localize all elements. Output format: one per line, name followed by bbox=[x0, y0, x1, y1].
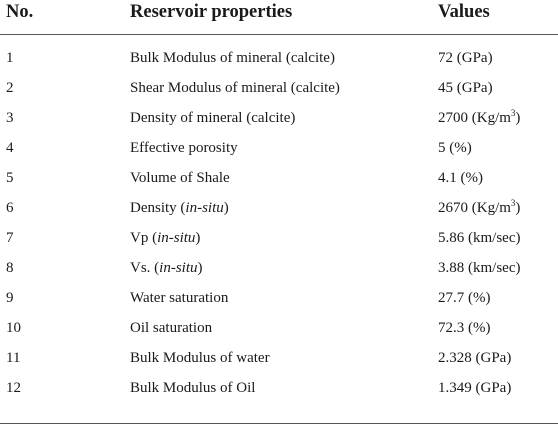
table-row: 10 Oil saturation 72.3 (%) bbox=[0, 313, 558, 343]
reservoir-properties-table: No. Reservoir properties Values 1 Bulk Mo… bbox=[0, 0, 558, 403]
row-number: 11 bbox=[6, 350, 21, 366]
row-value-text: 1.349 (GPa) bbox=[438, 380, 512, 396]
row-number: 9 bbox=[6, 290, 14, 306]
row-property-text: Volume of Shale bbox=[130, 170, 230, 186]
row-property-italic: in-situ bbox=[159, 260, 198, 276]
row-property-text: Bulk Modulus of mineral (calcite) bbox=[130, 50, 335, 66]
table-row: 11 Bulk Modulus of water 2.328 (GPa) bbox=[0, 343, 558, 373]
row-property: Volume of Shale bbox=[130, 163, 230, 193]
row-property-text: Effective porosity bbox=[130, 140, 238, 156]
row-value: 5 (%) bbox=[438, 133, 472, 163]
row-value: 3.88 (km/sec) bbox=[438, 253, 520, 283]
row-property: Density (in-situ) bbox=[130, 193, 229, 223]
row-property: Oil saturation bbox=[130, 313, 212, 343]
row-property: Shear Modulus of mineral (calcite) bbox=[130, 73, 340, 103]
row-value: 2700 (Kg/m3) bbox=[438, 103, 520, 133]
row-value: 27.7 (%) bbox=[438, 283, 491, 313]
header-reservoir-properties: Reservoir properties bbox=[130, 2, 293, 22]
row-property: Effective porosity bbox=[130, 133, 238, 163]
row-value-superscript: 3 bbox=[510, 108, 516, 118]
row-number: 8 bbox=[6, 260, 14, 276]
row-number: 1 bbox=[6, 50, 14, 66]
header-no: No. bbox=[6, 2, 34, 22]
row-property-text: Oil saturation bbox=[130, 320, 213, 336]
row-value-text: 5.86 (km/sec) bbox=[438, 230, 521, 246]
header-divider bbox=[0, 34, 558, 35]
row-value-suffix: ) bbox=[515, 110, 521, 126]
table-row: 4 Effective porosity 5 (%) bbox=[0, 133, 558, 163]
table-row: 5 Volume of Shale 4.1 (%) bbox=[0, 163, 558, 193]
row-property-suffix: ) bbox=[197, 260, 203, 276]
row-number: 2 bbox=[6, 80, 14, 96]
row-property-italic: in-situ bbox=[185, 200, 224, 216]
table-body: 1 Bulk Modulus of mineral (calcite) 72 (GP… bbox=[0, 35, 558, 403]
row-property: Vp (in-situ) bbox=[130, 223, 200, 253]
row-value-text: 72 (GPa) bbox=[438, 50, 493, 66]
table-row: 1 Bulk Modulus of mineral (calcite) 72 (GP… bbox=[0, 43, 558, 73]
row-number: 6 bbox=[6, 200, 14, 216]
table-row: 6 Density (in-situ) 2670 (Kg/m3) bbox=[0, 193, 558, 223]
row-property-text: Bulk Modulus of water bbox=[130, 350, 270, 366]
row-property-text: Density of mineral (calcite) bbox=[130, 110, 296, 126]
row-number: 12 bbox=[6, 380, 21, 396]
row-property: Density of mineral (calcite) bbox=[130, 103, 295, 133]
row-property-italic: in-situ bbox=[157, 230, 196, 246]
row-value: 72.3 (%) bbox=[438, 313, 491, 343]
table-row: 8 Vs. (in-situ) 3.88 (km/sec) bbox=[0, 253, 558, 283]
row-value-text: 45 (GPa) bbox=[438, 80, 493, 96]
row-property-text: Density ( bbox=[130, 200, 186, 216]
row-value-text: 2700 (Kg/m bbox=[438, 110, 511, 126]
row-value: 45 (GPa) bbox=[438, 73, 493, 103]
row-number: 7 bbox=[6, 230, 14, 246]
table-header-row: No. Reservoir properties Values bbox=[0, 0, 558, 34]
row-property-text: Shear Modulus of mineral (calcite) bbox=[130, 80, 340, 96]
row-property-text: Vp ( bbox=[130, 230, 158, 246]
row-property: Bulk Modulus of water bbox=[130, 343, 270, 373]
row-value-text: 2670 (Kg/m bbox=[438, 200, 511, 216]
row-number: 10 bbox=[6, 320, 21, 336]
row-property-text: Bulk Modulus of Oil bbox=[130, 380, 256, 396]
row-property-suffix: ) bbox=[195, 230, 201, 246]
table-bottom-divider bbox=[0, 423, 558, 424]
row-value-text: 4.1 (%) bbox=[438, 170, 483, 186]
row-property: Bulk Modulus of Oil bbox=[130, 373, 255, 403]
row-value-text: 27.7 (%) bbox=[438, 290, 491, 306]
row-property: Vs. (in-situ) bbox=[130, 253, 203, 283]
row-value-text: 72.3 (%) bbox=[438, 320, 491, 336]
table-row: 7 Vp (in-situ) 5.86 (km/sec) bbox=[0, 223, 558, 253]
row-property-suffix: ) bbox=[223, 200, 229, 216]
row-property: Water saturation bbox=[130, 283, 228, 313]
header-values: Values bbox=[438, 2, 490, 22]
row-property-text: Vs. ( bbox=[130, 260, 160, 276]
table-row: 3 Density of mineral (calcite) 2700 (Kg/m3… bbox=[0, 103, 558, 133]
table-row: 12 Bulk Modulus of Oil 1.349 (GPa) bbox=[0, 373, 558, 403]
row-value: 2.328 (GPa) bbox=[438, 343, 511, 373]
table-row: 9 Water saturation 27.7 (%) bbox=[0, 283, 558, 313]
row-number: 5 bbox=[6, 170, 14, 186]
row-property-text: Water saturation bbox=[130, 290, 229, 306]
row-value-suffix: ) bbox=[515, 200, 521, 216]
row-property: Bulk Modulus of mineral (calcite) bbox=[130, 43, 335, 73]
row-value-text: 2.328 (GPa) bbox=[438, 350, 512, 366]
row-value: 72 (GPa) bbox=[438, 43, 493, 73]
row-value: 5.86 (km/sec) bbox=[438, 223, 520, 253]
row-value: 1.349 (GPa) bbox=[438, 373, 511, 403]
row-value: 4.1 (%) bbox=[438, 163, 483, 193]
row-number: 3 bbox=[6, 110, 14, 126]
table-row: 2 Shear Modulus of mineral (calcite) 45 (G… bbox=[0, 73, 558, 103]
row-value-text: 5 (%) bbox=[438, 140, 472, 156]
row-number: 4 bbox=[6, 140, 14, 156]
row-value: 2670 (Kg/m3) bbox=[438, 193, 520, 223]
row-value-text: 3.88 (km/sec) bbox=[438, 260, 521, 276]
row-value-superscript: 3 bbox=[510, 198, 516, 208]
